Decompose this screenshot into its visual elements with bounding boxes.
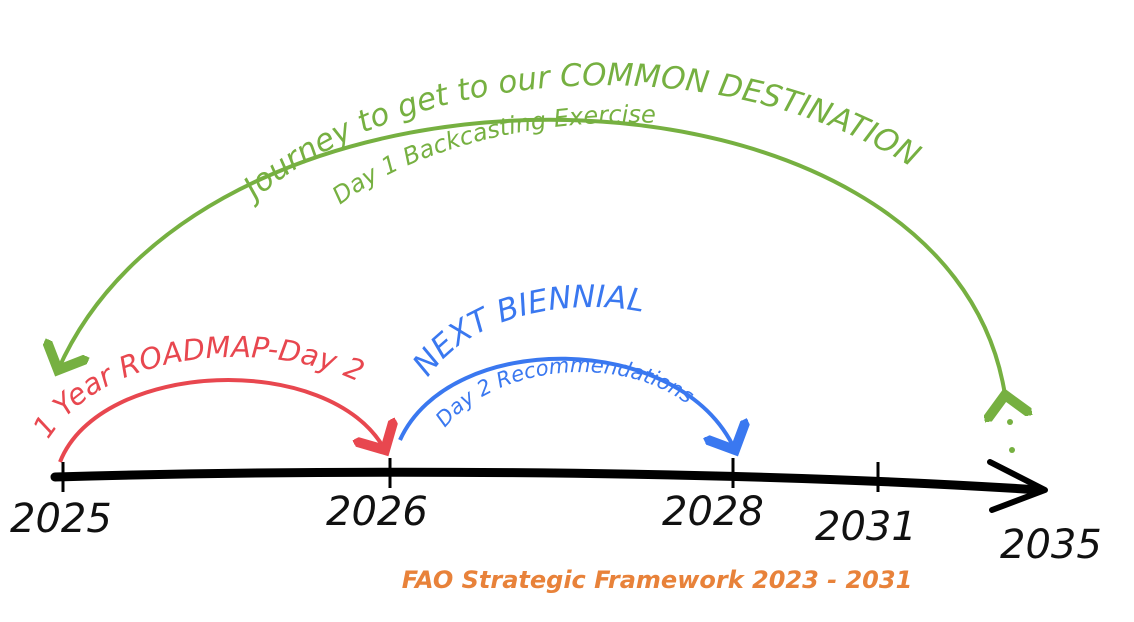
year-label: 2025 xyxy=(10,496,112,542)
green-arc xyxy=(58,117,1005,395)
year-label: 2035 xyxy=(1000,522,1102,568)
red-arc xyxy=(58,378,385,463)
blue-arc xyxy=(398,356,735,450)
year-label: 2031 xyxy=(815,504,917,550)
year-label: 2026 xyxy=(326,489,428,535)
timeline-axis xyxy=(50,467,1045,495)
roadmap-title: 1 Year ROADMAP-Day 2 xyxy=(26,330,369,444)
timeline-arrow xyxy=(987,459,1048,513)
footer: FAO Strategic Framework 2023 - 2031 xyxy=(402,566,913,594)
dot xyxy=(1007,419,1013,425)
year-label: 2028 xyxy=(662,489,764,535)
dot xyxy=(1009,447,1015,453)
biennial-subtitle-path: Day 2 Recommendations xyxy=(431,353,698,431)
biennial-subtitle: Day 2 Recommendations xyxy=(431,353,698,431)
roadmap-title-path: 1 Year ROADMAP-Day 2 xyxy=(26,330,369,444)
ticks xyxy=(61,458,880,492)
